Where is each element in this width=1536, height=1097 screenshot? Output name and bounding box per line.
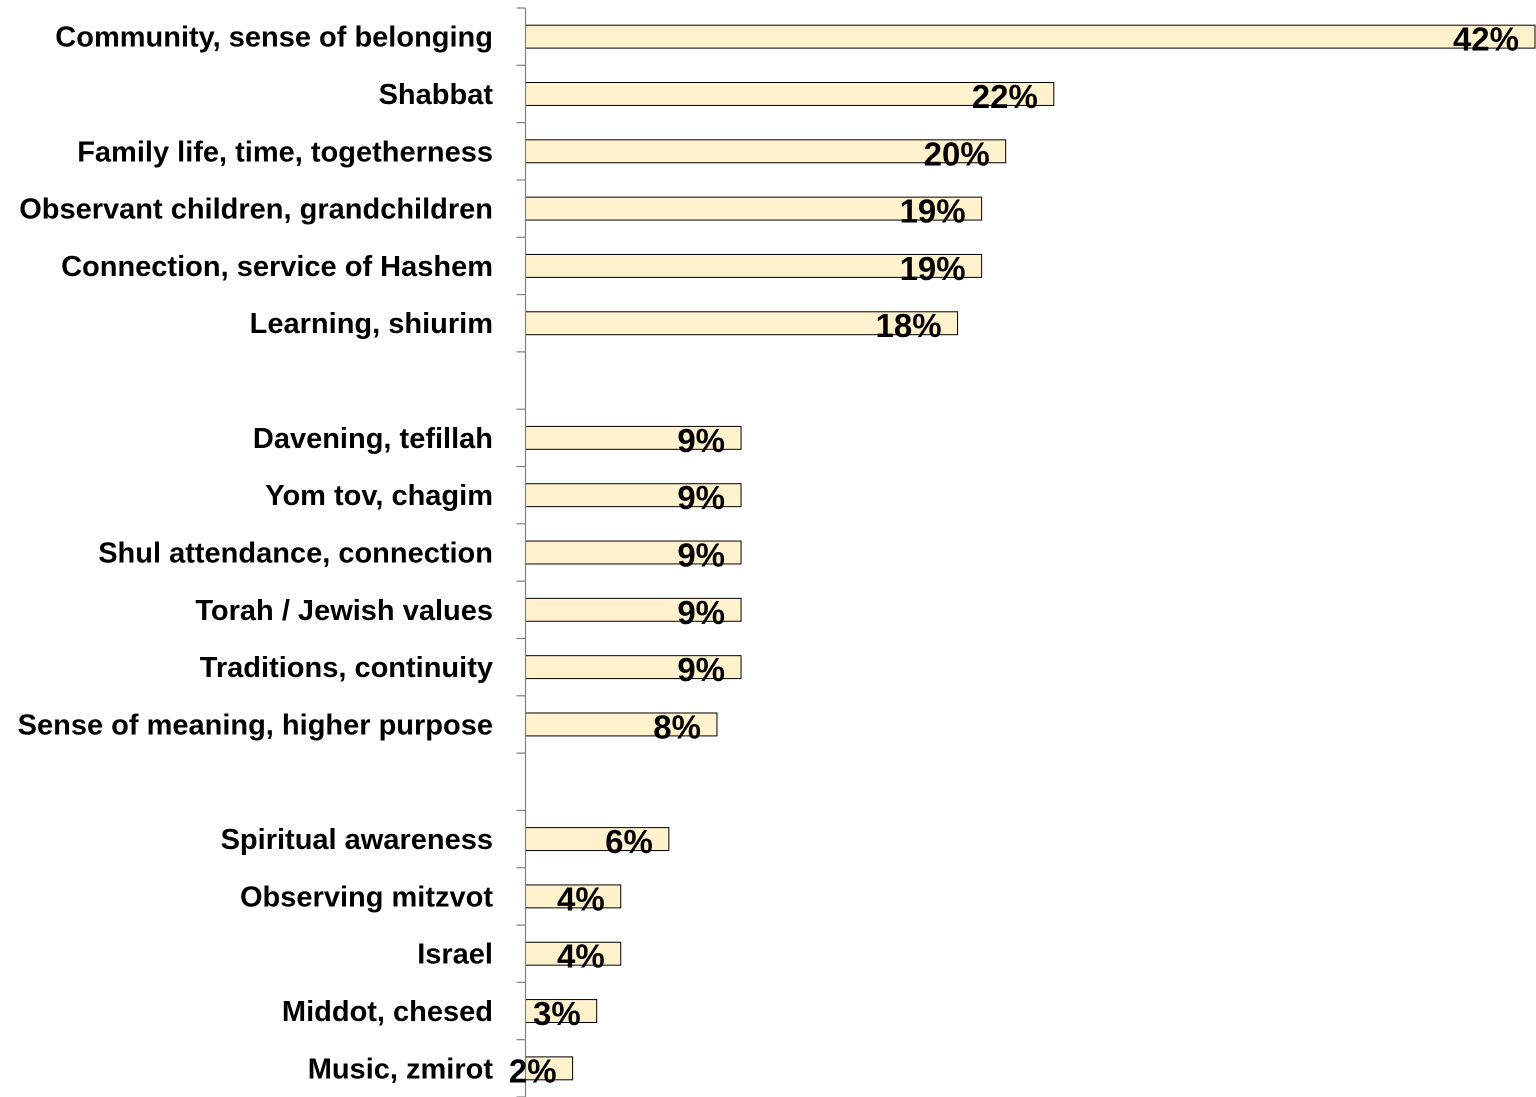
data-label: 42% xyxy=(1453,21,1519,58)
data-label: 22% xyxy=(972,78,1038,115)
data-label: 19% xyxy=(900,193,966,230)
data-label: 20% xyxy=(924,135,990,172)
data-label: 6% xyxy=(605,823,653,860)
data-label: 4% xyxy=(557,938,605,975)
category-label: Learning, shiurim xyxy=(250,308,493,340)
data-label: 9% xyxy=(677,479,725,516)
category-label: Shabbat xyxy=(379,79,494,111)
category-label: Music, zmirot xyxy=(308,1053,494,1085)
category-label: Observant children, grandchildren xyxy=(19,194,493,226)
category-label: Torah / Jewish values xyxy=(195,595,493,627)
data-label: 19% xyxy=(900,250,966,287)
category-label: Community, sense of belonging xyxy=(55,22,493,54)
category-label: Sense of meaning, higher purpose xyxy=(18,709,493,741)
category-label: Connection, service of Hashem xyxy=(61,251,493,283)
data-label: 3% xyxy=(533,995,581,1032)
category-label: Shul attendance, connection xyxy=(98,538,493,570)
category-label: Israel xyxy=(417,939,493,971)
category-label: Middot, chesed xyxy=(282,996,493,1028)
category-label: Family life, time, togetherness xyxy=(77,136,493,168)
category-label: Spiritual awareness xyxy=(221,824,493,856)
category-label: Observing mitzvot xyxy=(240,881,493,913)
data-label: 9% xyxy=(677,594,725,631)
data-label: 9% xyxy=(677,422,725,459)
category-label: Traditions, continuity xyxy=(200,652,493,684)
data-label: 9% xyxy=(677,537,725,574)
data-label: 2% xyxy=(509,1052,557,1089)
bar xyxy=(525,24,1536,49)
data-label: 4% xyxy=(557,880,605,917)
category-axis xyxy=(516,7,527,1097)
category-label: Yom tov, chagim xyxy=(265,480,493,512)
data-label: 8% xyxy=(653,708,701,745)
data-label: 18% xyxy=(876,307,942,344)
data-labels: 42%22%20%19%19%18%9%9%9%9%9%8%6%4%4%3%2% xyxy=(509,21,1519,1090)
category-label: Davening, tefillah xyxy=(253,423,493,455)
category-labels: Community, sense of belonging Shabbat Fami… xyxy=(18,22,494,1086)
data-label: 9% xyxy=(677,651,725,688)
